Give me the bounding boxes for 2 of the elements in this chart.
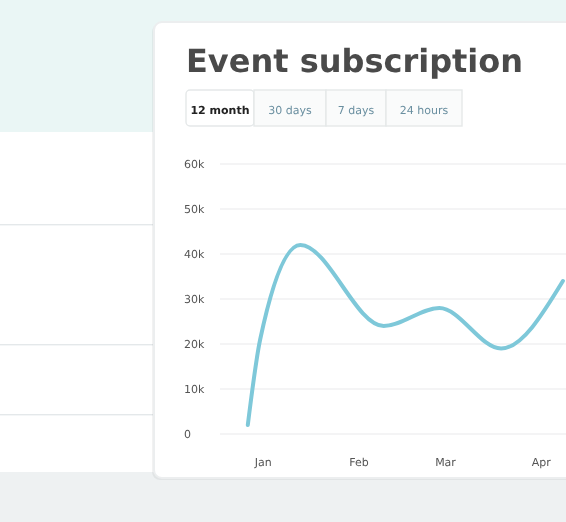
line-series [245, 243, 565, 427]
chart-title: Event subscription [186, 42, 524, 80]
